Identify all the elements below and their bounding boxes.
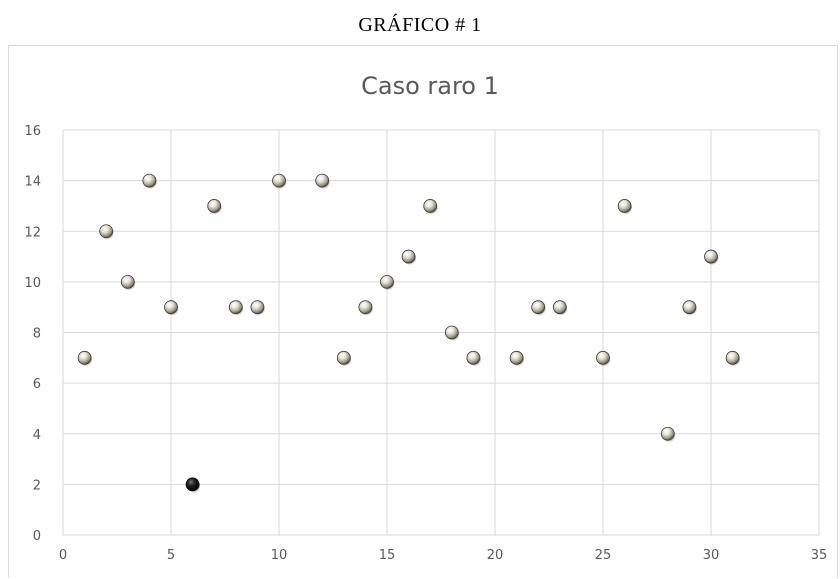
x-tick-label: 35	[811, 548, 828, 563]
data-point	[228, 300, 243, 315]
y-tick-label: 10	[24, 276, 41, 291]
y-tick-label: 14	[24, 175, 41, 190]
gridlines	[62, 129, 820, 536]
data-point	[401, 249, 416, 264]
x-tick-label: 25	[595, 548, 612, 563]
data-point	[531, 300, 546, 315]
data-point	[272, 173, 286, 188]
y-tick-label: 12	[24, 225, 41, 240]
x-tick-label: 10	[271, 548, 288, 563]
x-tick-label: 15	[379, 548, 396, 563]
data-point	[682, 300, 697, 315]
y-tick-label: 2	[33, 478, 41, 493]
data-point	[660, 426, 675, 441]
data-point	[358, 300, 373, 315]
x-tick-label: 20	[487, 548, 504, 563]
data-point	[444, 325, 459, 340]
data-point	[725, 350, 740, 365]
data-point	[704, 249, 718, 264]
data-point	[617, 199, 632, 213]
x-tick-label: 30	[703, 548, 720, 563]
axis-tick-labels: 0 2 4 6 8 10 12 14 16 0 5 10 15 20 25 30 35	[24, 124, 827, 563]
data-point	[120, 274, 135, 289]
y-tick-label: 0	[33, 529, 41, 544]
chart-title: Caso raro 1	[361, 72, 499, 100]
y-tick-label: 4	[33, 428, 41, 443]
data-point	[509, 350, 524, 365]
data-point	[207, 199, 222, 213]
x-tick-label: 0	[59, 548, 67, 563]
outlier-point	[185, 477, 200, 492]
chart-frame: Caso raro 1 0 2 4 6 8 10 12 14 16 0 5 10 15 20 25 30 35	[8, 45, 838, 578]
data-point	[250, 300, 265, 315]
data-point	[77, 350, 92, 365]
scatter-plot: Caso raro 1 0 2 4 6 8 10 12 14 16 0 5 10 15 20 25 30 35	[24, 72, 827, 563]
data-points	[77, 173, 741, 493]
y-tick-label: 8	[33, 327, 41, 342]
x-tick-label: 5	[167, 548, 175, 563]
data-point	[466, 350, 481, 365]
data-point	[423, 199, 438, 213]
data-point	[552, 300, 567, 315]
y-tick-label: 6	[33, 377, 41, 392]
data-point	[142, 173, 157, 188]
data-point	[164, 300, 178, 315]
data-point	[336, 350, 351, 365]
data-point	[596, 350, 610, 365]
figure-caption: GRÁFICO # 1	[358, 14, 482, 36]
data-point	[315, 173, 330, 188]
data-point	[380, 274, 394, 289]
data-point	[99, 224, 114, 239]
y-tick-label: 16	[24, 124, 41, 139]
